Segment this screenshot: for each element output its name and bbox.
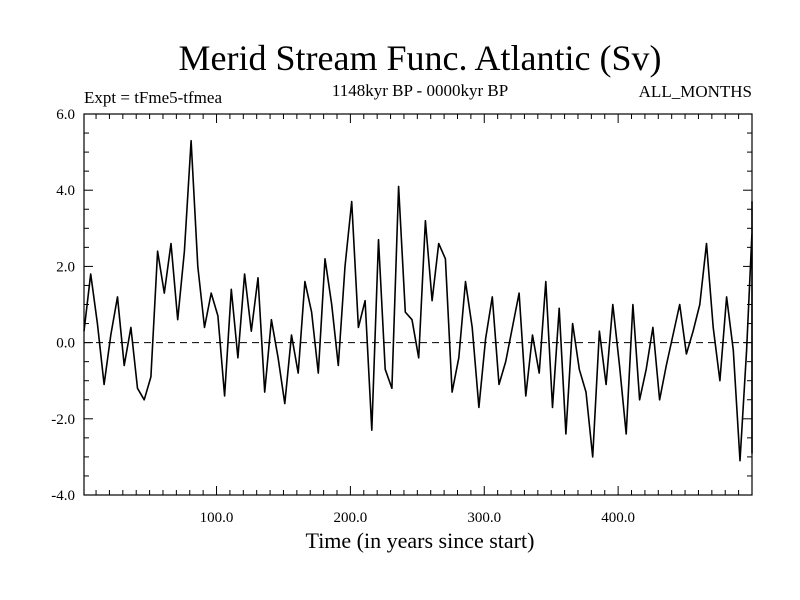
y-tick-label: 4.0 (56, 183, 75, 199)
x-tick-label: 400.0 (601, 510, 635, 526)
y-tick-label: -2.0 (51, 412, 75, 428)
y-tick-label: 2.0 (56, 259, 75, 275)
y-tick-label: -4.0 (51, 488, 75, 504)
x-axis-label: Time (in years since start) (306, 528, 535, 553)
x-tick-label: 300.0 (467, 510, 501, 526)
subtitle-right: ALL_MONTHS (639, 82, 752, 101)
x-tick-label: 100.0 (200, 510, 234, 526)
subtitle-center: 1148kyr BP - 0000kyr BP (332, 81, 508, 100)
y-tick-label: 6.0 (56, 107, 75, 123)
plot-frame (83, 113, 753, 496)
series-group (83, 139, 753, 462)
chart-title: Merid Stream Func. Atlantic (Sv) (179, 38, 662, 78)
subtitle-left: Expt = tFme5-tfmea (84, 88, 222, 107)
y-tick-label: 0.0 (56, 336, 75, 352)
x-tick-label: 200.0 (334, 510, 368, 526)
axes: -4.0 -2.0 0.0 2.0 4.0 6.0 100.0 200.0 300.0 400.0 (51, 107, 752, 526)
series-line (83, 139, 753, 462)
